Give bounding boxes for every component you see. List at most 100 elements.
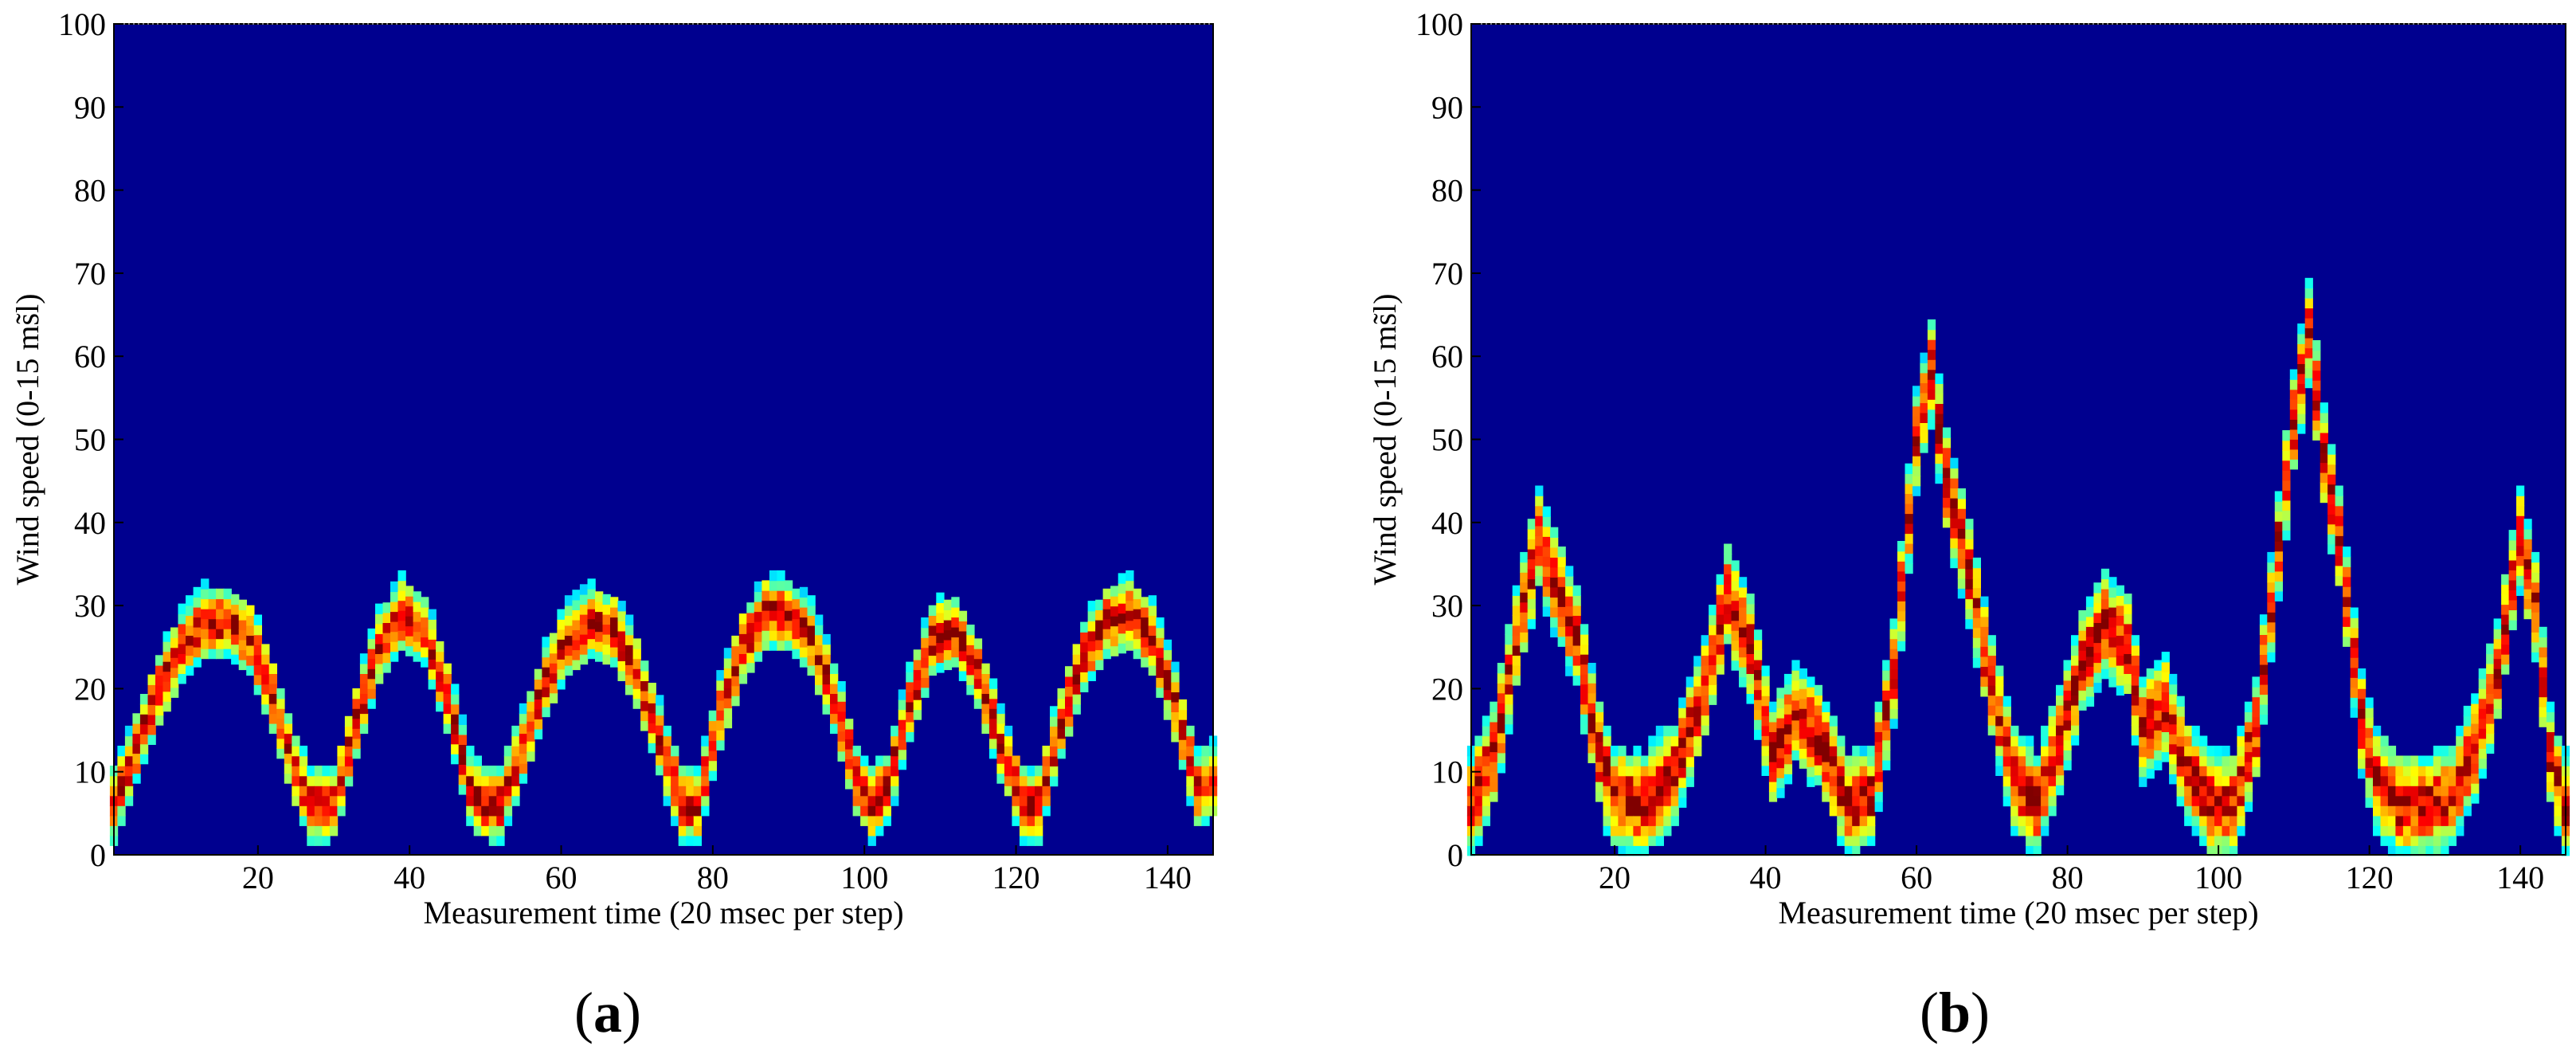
heatmap-cell bbox=[496, 805, 505, 817]
heatmap-cell bbox=[1889, 688, 1898, 699]
heatmap-cell bbox=[359, 693, 369, 704]
heatmap-cell bbox=[1768, 791, 1778, 802]
heatmap-cell bbox=[2417, 795, 2427, 806]
heatmap-cell bbox=[754, 651, 763, 662]
heatmap-cell bbox=[170, 667, 179, 678]
heatmap-cell bbox=[1050, 726, 1059, 737]
heatmap-cell bbox=[1640, 766, 1649, 777]
heatmap-cell bbox=[2297, 403, 2306, 414]
heatmap-cell bbox=[640, 690, 649, 702]
heatmap-cell bbox=[1141, 637, 1149, 648]
y-tick-label: 90 bbox=[1431, 89, 1463, 125]
heatmap-cell bbox=[1110, 605, 1119, 617]
heatmap-cell bbox=[322, 835, 331, 846]
heatmap-cell bbox=[124, 746, 134, 757]
heatmap-cell bbox=[1678, 697, 1687, 708]
heatmap-cell bbox=[473, 775, 482, 786]
heatmap-cell bbox=[443, 703, 452, 715]
heatmap-cell bbox=[1844, 775, 1853, 786]
heatmap-cell bbox=[2463, 755, 2472, 766]
heatmap-cell bbox=[1633, 775, 1642, 786]
heatmap-cell bbox=[1625, 845, 1634, 856]
heatmap-cell bbox=[1542, 605, 1551, 617]
heatmap-cell bbox=[1057, 698, 1066, 709]
heatmap-cell bbox=[375, 623, 384, 634]
heatmap-cell bbox=[1995, 695, 2004, 707]
heatmap-cell bbox=[2343, 576, 2351, 587]
heatmap-cell bbox=[2395, 835, 2404, 846]
heatmap-cell bbox=[1709, 605, 1717, 616]
y-tick-label: 0 bbox=[90, 837, 106, 873]
heatmap-cell bbox=[2267, 621, 2276, 633]
heatmap-cell bbox=[2531, 592, 2540, 603]
heatmap-cell bbox=[2365, 787, 2374, 798]
heatmap-cell bbox=[1761, 676, 1770, 687]
heatmap-cell bbox=[2501, 653, 2510, 665]
heatmap-cell bbox=[155, 715, 164, 726]
heatmap-cell bbox=[481, 766, 490, 777]
heatmap-cell bbox=[898, 759, 906, 770]
heatmap-cell bbox=[1935, 383, 1944, 394]
heatmap-cell bbox=[2493, 638, 2502, 649]
heatmap-cell bbox=[1126, 580, 1134, 591]
heatmap-cell bbox=[1889, 698, 1898, 709]
heatmap-cell bbox=[602, 653, 611, 665]
heatmap-cell bbox=[1542, 516, 1551, 527]
heatmap-cell bbox=[1110, 635, 1119, 647]
heatmap-cell bbox=[1557, 556, 1566, 567]
heatmap-cell bbox=[2139, 727, 2147, 738]
heatmap-cell bbox=[1837, 766, 1846, 777]
heatmap-cell bbox=[2335, 535, 2343, 547]
heatmap-cell bbox=[2041, 725, 2049, 737]
heatmap-cell bbox=[656, 735, 664, 746]
heatmap-cell bbox=[958, 660, 968, 672]
heatmap-cell bbox=[648, 732, 656, 743]
heatmap-cell bbox=[1768, 771, 1778, 782]
heatmap-cell bbox=[2531, 572, 2540, 583]
heatmap-cell bbox=[1822, 731, 1830, 743]
heatmap-cell bbox=[648, 723, 656, 734]
heatmap-cell bbox=[2539, 626, 2547, 638]
heatmap-cell bbox=[1912, 485, 1921, 496]
heatmap-cell bbox=[2441, 845, 2449, 856]
heatmap-cell bbox=[503, 755, 513, 766]
heatmap-cell bbox=[2282, 450, 2291, 461]
heatmap-cell bbox=[2033, 795, 2042, 806]
heatmap-cell bbox=[2327, 484, 2336, 495]
heatmap-cell bbox=[1527, 558, 1536, 570]
heatmap-cell bbox=[2478, 738, 2487, 749]
heatmap-cell bbox=[1542, 586, 1551, 597]
heatmap-cell bbox=[996, 723, 1005, 735]
heatmap-cell bbox=[1935, 453, 1944, 464]
heatmap-cell bbox=[481, 815, 490, 826]
heatmap-cell bbox=[1572, 645, 1581, 656]
heatmap-cell bbox=[936, 642, 945, 653]
heatmap-cell bbox=[1186, 725, 1195, 737]
heatmap-cell bbox=[746, 652, 755, 664]
heatmap-cell bbox=[2026, 815, 2034, 826]
heatmap-cell bbox=[337, 786, 346, 797]
heatmap-cell bbox=[754, 591, 763, 602]
heatmap-cell bbox=[1927, 339, 1936, 351]
heatmap-cell bbox=[443, 673, 452, 684]
heatmap-cell bbox=[860, 815, 869, 826]
heatmap-cell bbox=[784, 640, 793, 651]
heatmap-cell bbox=[1935, 393, 1944, 404]
heatmap-cell bbox=[1012, 805, 1020, 817]
heatmap-cell bbox=[1844, 766, 1853, 777]
heatmap-cell bbox=[2214, 805, 2223, 817]
heatmap-cell bbox=[1957, 498, 1966, 509]
heatmap-cell bbox=[201, 648, 209, 660]
heatmap-cell bbox=[1618, 755, 1627, 766]
heatmap-cell bbox=[223, 638, 232, 649]
heatmap-cell bbox=[2531, 632, 2540, 643]
heatmap-cell bbox=[1837, 755, 1846, 766]
heatmap-cell bbox=[2441, 835, 2449, 846]
heatmap-cell bbox=[2350, 627, 2359, 638]
heatmap-cell bbox=[671, 805, 679, 817]
heatmap-cell bbox=[405, 625, 414, 637]
heatmap-cell bbox=[1950, 457, 1959, 468]
heatmap-cell bbox=[648, 703, 656, 714]
heatmap-cell bbox=[1709, 614, 1717, 625]
heatmap-cell bbox=[1057, 718, 1066, 729]
